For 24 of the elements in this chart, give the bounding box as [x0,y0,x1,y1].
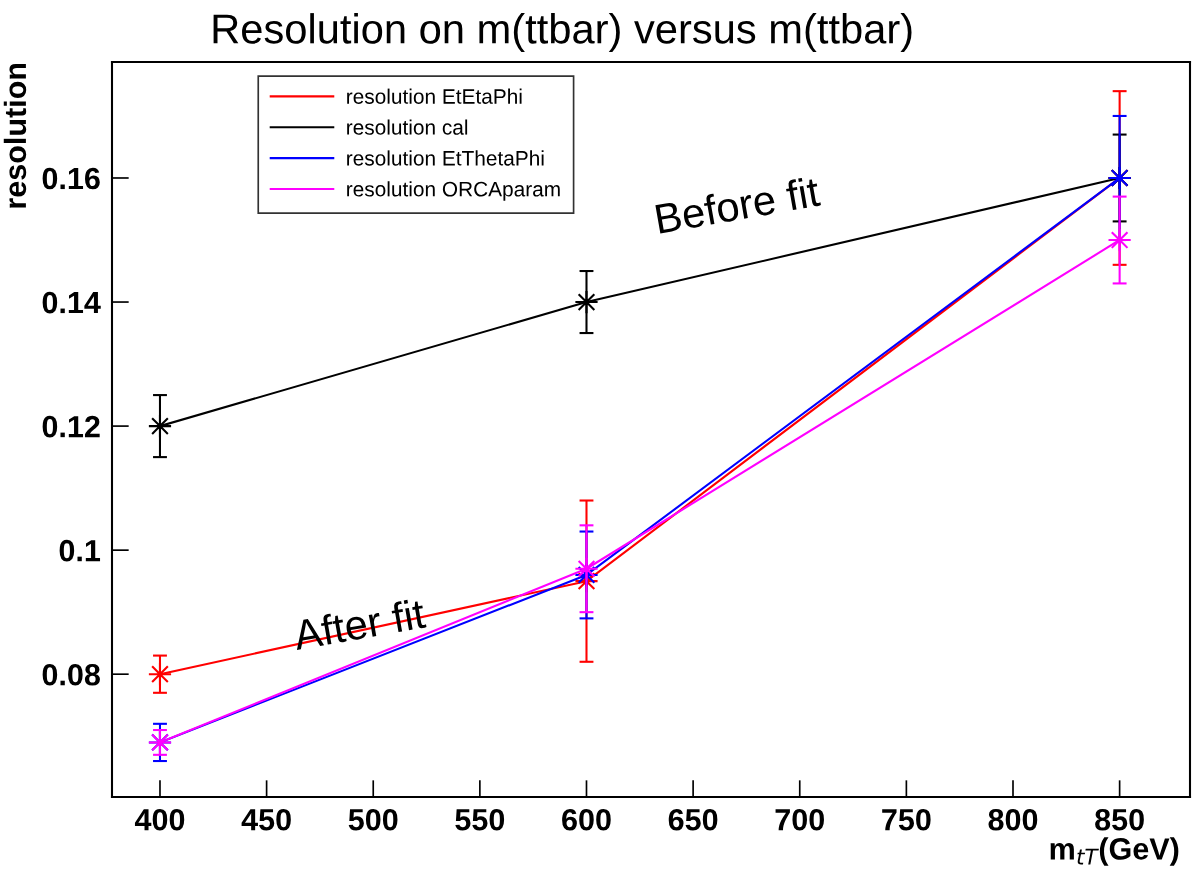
y-tick-label: 0.16 [42,167,100,190]
x-tick-label: 600 [562,808,611,831]
x-tick-label: 700 [775,808,824,831]
x-axis-title: m$_{tT}$(GeV) [1050,837,1179,866]
chart-title: Resolution on m(ttbar) versus m(ttbar) [213,13,912,52]
x-tick-label: 850 [1095,808,1144,831]
legend-label: resolution EtThetaPhi [347,150,544,166]
annotation: After fit [291,597,427,651]
y-tick-label: 0.14 [42,291,101,314]
legend-label: resolution EtEtaPhi [347,88,522,104]
x-tick-label: 500 [348,808,398,831]
x-tick-label: 550 [455,808,505,831]
y-tick-label: 0.1 [59,539,101,562]
x-tick-label: 400 [134,808,185,831]
y-axis-title: resolution [3,63,27,208]
annotation: Before fit [655,175,821,234]
x-tick-label: 650 [668,808,718,831]
y-tick-label: 0.08 [42,663,100,686]
x-tick-label: 800 [988,808,1038,831]
legend-label: resolution ORCAparam [347,181,560,201]
x-tick-label: 450 [241,808,291,831]
legend-label: resolution cal [347,119,468,135]
y-tick-label: 0.12 [42,415,100,438]
x-tick-label: 750 [882,808,931,831]
